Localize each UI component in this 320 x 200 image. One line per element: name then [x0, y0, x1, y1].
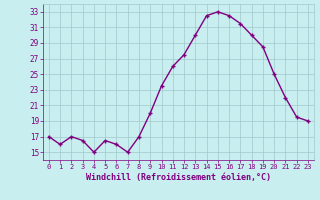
- X-axis label: Windchill (Refroidissement éolien,°C): Windchill (Refroidissement éolien,°C): [86, 173, 271, 182]
